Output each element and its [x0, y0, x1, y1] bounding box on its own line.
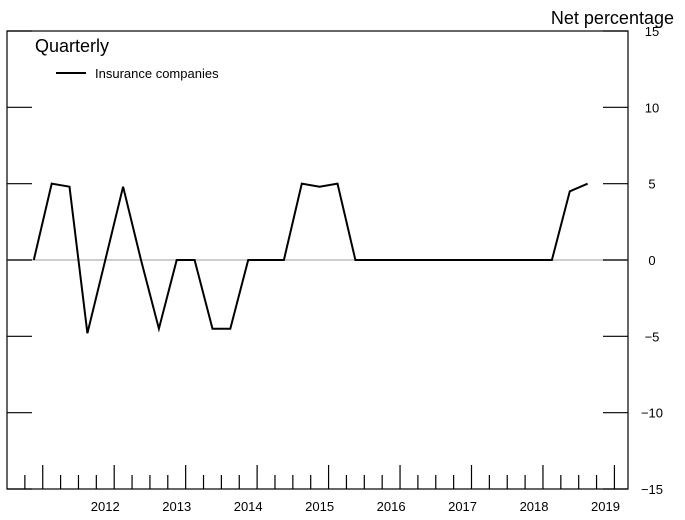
x-tick-label: 2012 [91, 499, 120, 514]
x-tick-label: 2013 [162, 499, 191, 514]
y-tick-label: −5 [645, 329, 660, 344]
y-tick-label: 15 [645, 24, 659, 39]
y-axis: 15 10 5 0 −5 −10 −15 [7, 24, 663, 497]
y-axis-title: Net percentage [551, 8, 674, 28]
y-tick-label: 5 [648, 177, 655, 192]
x-tick-label: 2014 [234, 499, 263, 514]
legend-label: Insurance companies [95, 66, 219, 81]
x-tick-label: 2018 [520, 499, 549, 514]
y-tick-label: −15 [641, 482, 663, 497]
x-tick-label: 2016 [377, 499, 406, 514]
x-tick-label: 2015 [305, 499, 334, 514]
x-axis: 2012 2013 2014 2015 2016 2017 2018 2019 [24, 465, 620, 514]
x-tick-label: 2017 [448, 499, 477, 514]
series-line-insurance-companies [32, 182, 588, 334]
y-tick-label: 10 [645, 100, 659, 115]
y-tick-label: −10 [641, 406, 663, 421]
y-tick-label: 0 [648, 253, 655, 268]
x-tick-label: 2019 [591, 499, 620, 514]
legend: Insurance companies [56, 66, 219, 81]
chart-title: Quarterly [35, 36, 109, 56]
series-layer [32, 182, 588, 334]
